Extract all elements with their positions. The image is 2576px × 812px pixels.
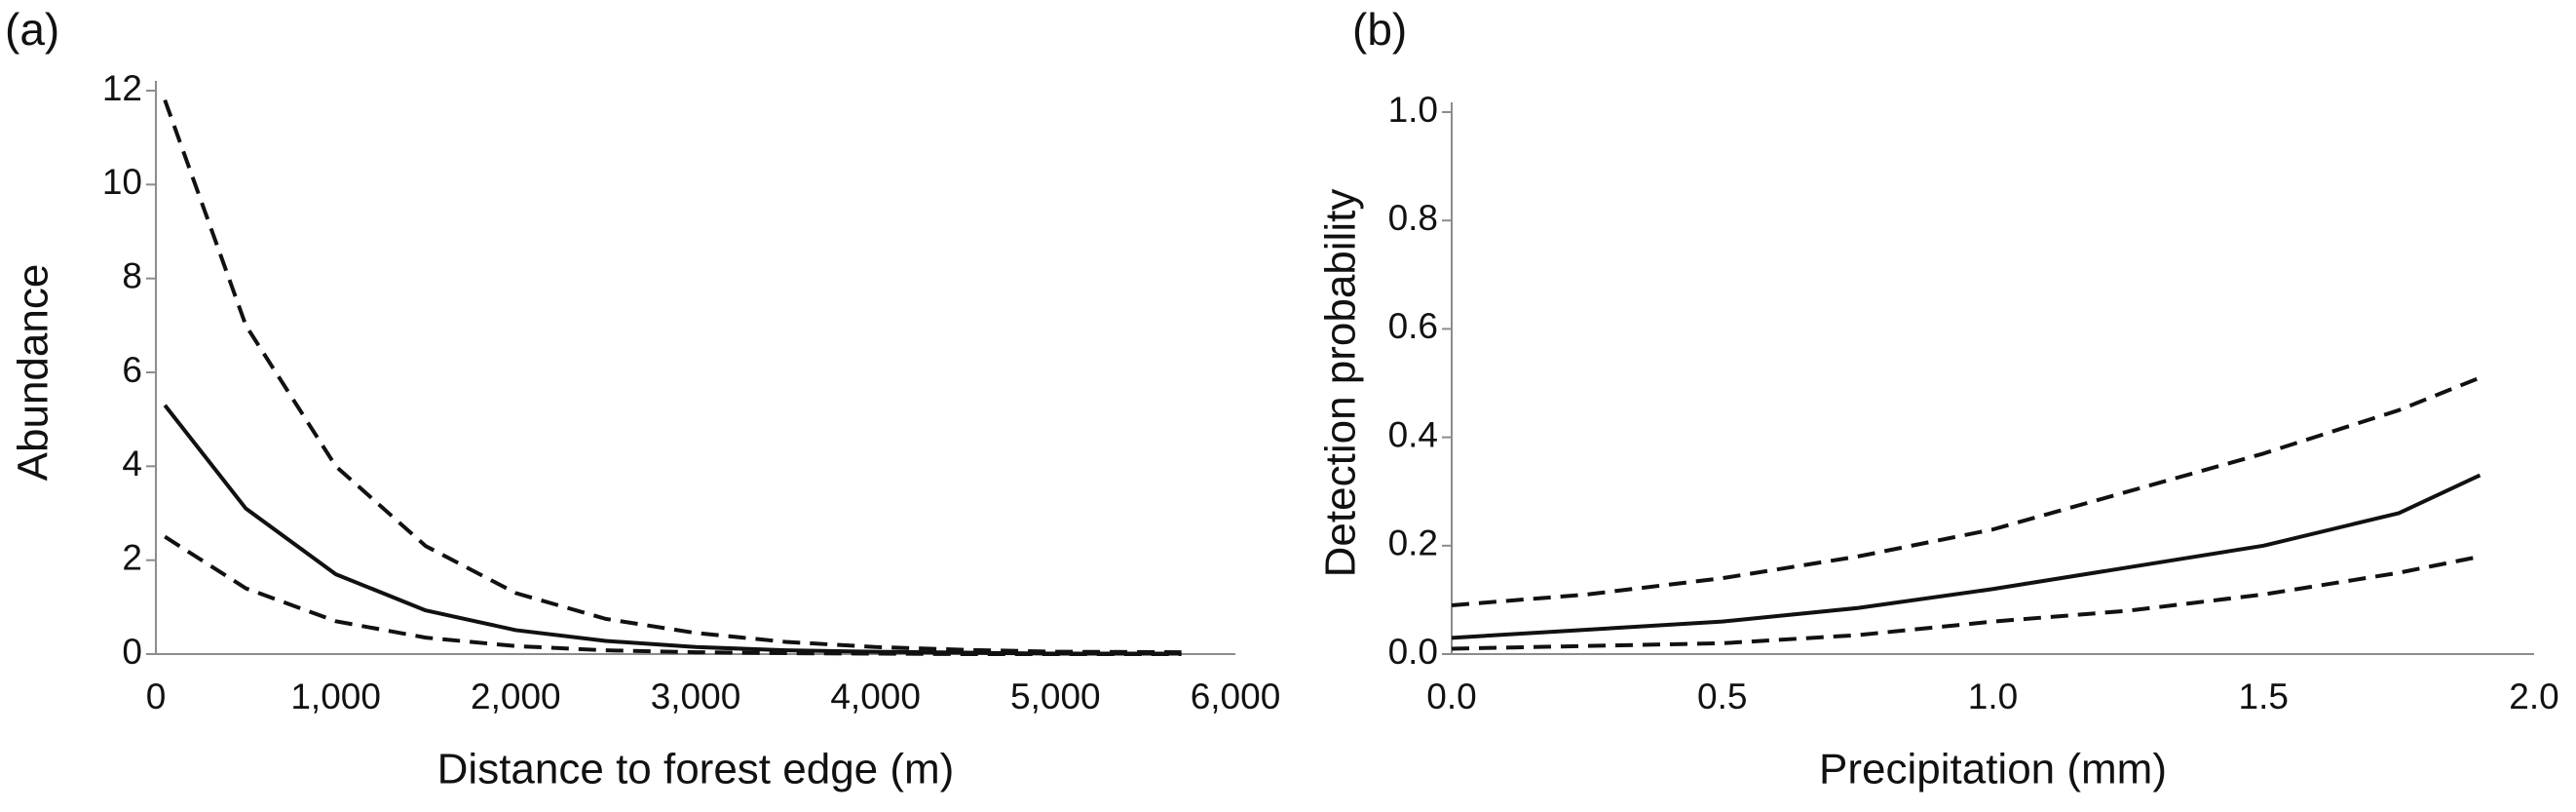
y-tick-label: 0.0 [1388,632,1438,672]
y-tick-label: 1.0 [1388,90,1438,130]
y-tick-label: 2 [122,537,142,577]
y-tick-label: 0.4 [1388,414,1438,454]
y-tick-label: 6 [122,350,142,390]
series-line [1451,473,2481,640]
y-axis-title: Detection probability [1317,189,1365,578]
panel-label: (b) [1352,4,1407,55]
series-line [163,98,1182,655]
x-tick-label: 0.5 [1697,677,1747,716]
x-tick-label: 0 [146,677,167,716]
x-tick-label: 2,000 [471,677,561,716]
y-tick-label: 0.8 [1388,198,1438,238]
series-line [164,534,1182,656]
y-tick-label: 10 [102,162,142,202]
x-tick-label: 6,000 [1191,677,1281,716]
x-tick-label: 1.5 [2239,677,2289,716]
series-line [1451,554,2481,651]
x-tick-label: 2.0 [2509,677,2558,716]
y-axis-title: Abundance [10,264,57,482]
y-tick-label: 0 [122,632,142,672]
x-tick-label: 0.0 [1426,677,1476,716]
x-axis-title: Precipitation (mm) [1819,746,2167,793]
panel-label: (a) [5,4,59,55]
x-tick-label: 1.0 [1968,677,2018,716]
series-line [163,404,1182,656]
series-line [1451,375,2481,607]
y-tick-label: 12 [102,68,142,108]
x-tick-label: 3,000 [651,677,741,716]
y-tick-label: 8 [122,255,142,295]
y-tick-label: 0.6 [1388,306,1438,346]
y-tick-label: 0.2 [1388,523,1438,563]
x-tick-label: 4,000 [830,677,921,716]
x-tick-label: 5,000 [1010,677,1101,716]
x-axis-title: Distance to forest edge (m) [437,746,955,793]
y-tick-label: 4 [122,444,142,483]
x-tick-label: 1,000 [290,677,381,716]
